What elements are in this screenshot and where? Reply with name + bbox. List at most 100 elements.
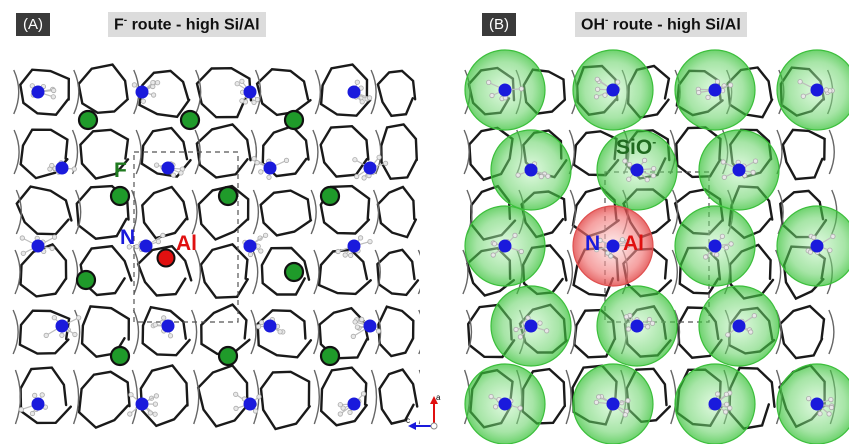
template-atom	[239, 78, 245, 84]
template-atom	[727, 82, 734, 88]
framework-ring	[319, 184, 371, 235]
framework-ring	[317, 248, 372, 296]
framework-strut	[252, 249, 259, 295]
framework-strut	[131, 189, 138, 235]
framework-ring	[195, 66, 253, 119]
framework-ring	[260, 246, 311, 296]
framework-strut	[671, 189, 679, 235]
framework-ring	[141, 185, 189, 240]
template-atom	[518, 86, 525, 92]
template-atom	[150, 80, 156, 86]
template-atom	[625, 326, 632, 332]
nitrogen-atom	[263, 319, 277, 333]
template-atom	[258, 248, 264, 254]
template-atom	[283, 157, 290, 163]
framework-ring	[376, 185, 417, 239]
template-atom	[256, 394, 262, 400]
template-atom	[800, 93, 806, 99]
template-atom	[155, 239, 161, 245]
template-atom	[32, 392, 38, 398]
nitrogen-atom	[708, 83, 722, 97]
template-atom	[625, 397, 631, 404]
template-atom	[354, 173, 360, 180]
framework-strut	[14, 369, 22, 425]
template-atom	[797, 79, 803, 85]
template-atom	[714, 391, 721, 397]
template-atom	[154, 162, 160, 168]
framework-strut	[14, 249, 21, 295]
template-atom	[266, 174, 272, 180]
template-atom	[518, 248, 524, 255]
template-atom	[354, 79, 360, 85]
fluoride-atom	[109, 185, 131, 207]
axis-c-label: c	[406, 416, 410, 425]
nitrogen-atom	[161, 161, 175, 175]
framework-ring	[138, 69, 191, 119]
framework-strut	[15, 189, 23, 235]
framework-ring	[19, 128, 69, 180]
template-atom	[644, 177, 650, 183]
framework-strut	[13, 129, 20, 175]
template-atom	[714, 79, 721, 85]
framework-strut	[133, 249, 140, 295]
aluminum-atom	[156, 248, 176, 268]
template-atom	[728, 241, 734, 247]
template-atom	[721, 174, 727, 180]
template-atom	[623, 314, 630, 320]
framework-strut	[252, 189, 260, 235]
template-atom	[247, 251, 254, 258]
template-atom	[153, 393, 159, 399]
template-atom	[597, 237, 603, 243]
framework-ring	[140, 126, 192, 178]
template-atom	[517, 334, 524, 340]
framework-ring	[255, 68, 312, 117]
template-atom	[751, 313, 757, 319]
template-atom	[719, 233, 725, 239]
template-atom	[722, 409, 729, 415]
framework-ring	[141, 305, 191, 357]
fluoride-atom	[319, 345, 341, 367]
nitrogen-atom	[347, 397, 361, 411]
template-atom	[696, 89, 702, 96]
template-atom	[72, 331, 78, 338]
template-atom	[517, 405, 523, 411]
template-atom	[823, 87, 829, 93]
nitrogen-atom	[498, 397, 512, 411]
framework-ring	[18, 309, 71, 355]
panel-b-structure	[462, 49, 849, 444]
framework-strut	[13, 69, 20, 115]
template-atom	[593, 94, 600, 100]
template-atom	[602, 92, 608, 98]
template-atom	[354, 324, 360, 330]
panel-a-title-ion: F	[114, 16, 124, 34]
label-n-a: N	[120, 226, 136, 249]
framework-strut	[12, 309, 19, 355]
nitrogen-atom	[524, 163, 538, 177]
template-atom	[29, 410, 36, 417]
nitrogen-atom	[810, 239, 824, 253]
fluoride-atom	[217, 345, 239, 367]
template-atom	[624, 239, 630, 245]
template-atom	[155, 80, 161, 86]
nitrogen-atom	[243, 239, 257, 253]
template-atom	[167, 333, 174, 339]
framework-strut	[313, 249, 320, 295]
template-atom	[51, 315, 57, 321]
template-atom	[723, 245, 729, 251]
framework-strut	[72, 369, 80, 425]
templates	[18, 78, 389, 417]
template-atom	[335, 248, 341, 255]
template-atom	[622, 158, 628, 164]
template-atom	[605, 250, 611, 256]
framework-strut	[131, 369, 139, 425]
template-atom	[254, 97, 260, 103]
template-atom	[544, 328, 550, 334]
panel-a-title-rest: route - high Si/Al	[127, 16, 260, 34]
template-atom	[151, 92, 157, 98]
panel-b-title: OH- route - high Si/Al	[575, 12, 747, 38]
template-atom	[615, 79, 621, 85]
fluoride-atom	[75, 269, 97, 291]
template-atom	[233, 391, 239, 397]
template-atom	[513, 326, 519, 333]
panel-b-title-ion: OH	[581, 16, 605, 34]
